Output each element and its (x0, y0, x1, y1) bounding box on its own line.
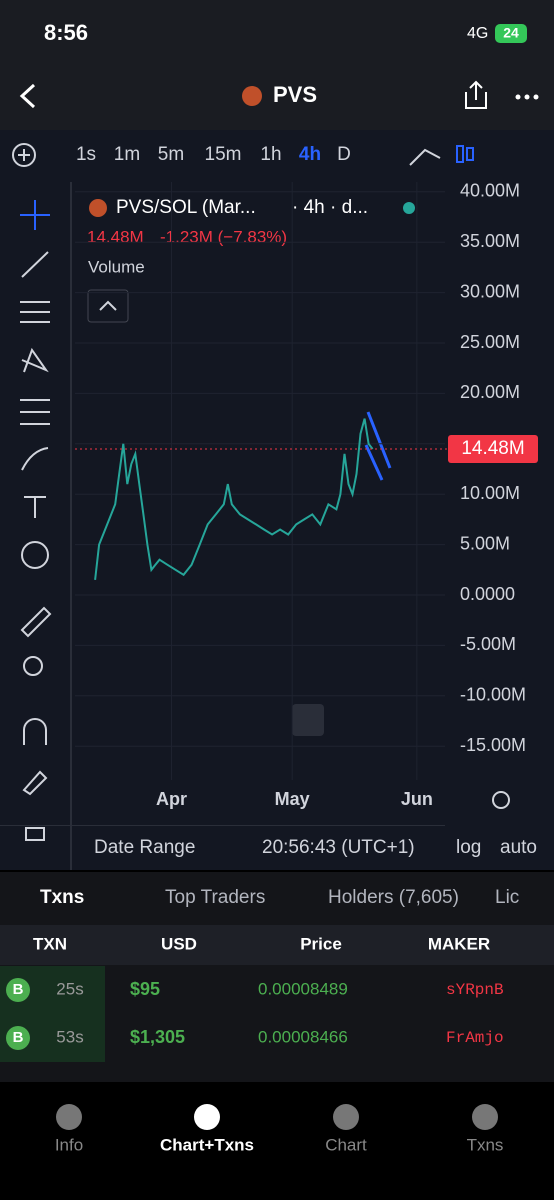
row-type: B (13, 981, 24, 998)
nav-label[interactable]: Info (55, 1135, 83, 1154)
nav-label[interactable]: Txns (467, 1135, 504, 1154)
reset[interactable] (292, 704, 324, 736)
column-header: Price (300, 934, 342, 953)
collapse[interactable] (87, 289, 129, 323)
add-plus (18, 149, 30, 161)
row-type: B (13, 1029, 24, 1046)
y-tick-label: 20.00M (460, 382, 520, 402)
column-header: TXN (33, 934, 67, 953)
row-age: 25s (56, 979, 83, 998)
interval[interactable]: 1h (260, 144, 281, 165)
auto-toggle[interactable]: auto (500, 837, 537, 858)
nav-label[interactable]: Chart+Txns (160, 1135, 254, 1154)
column-header: MAKER (428, 934, 490, 953)
back[interactable] (19, 83, 36, 109)
add[interactable] (12, 143, 36, 167)
nav-icon (194, 1104, 220, 1130)
settings[interactable] (492, 791, 510, 809)
interval[interactable]: D (337, 144, 351, 165)
more[interactable] (515, 94, 539, 100)
interval[interactable]: 1s (76, 144, 96, 165)
trend-drawing (364, 411, 392, 481)
tab[interactable]: Txns (40, 887, 84, 908)
nav-icon (333, 1104, 359, 1130)
last-price-tag (448, 435, 538, 464)
buy-badge (6, 978, 30, 1002)
nav-label[interactable]: Chart (325, 1135, 367, 1154)
candle-type2 (466, 147, 474, 161)
y-tick-label: -10.00M (460, 685, 526, 705)
row-age: 53s (56, 1027, 83, 1046)
legend-price: 14.48M (87, 227, 144, 246)
table-head-bg (0, 925, 554, 965)
x-tick-label: Jun (401, 789, 433, 809)
row-maker[interactable]: FrAmjo (446, 1029, 504, 1047)
price-line (94, 418, 374, 581)
y-tick-label: 30.00M (460, 281, 520, 301)
x-tick-label: May (275, 789, 310, 809)
candle-type[interactable] (456, 145, 464, 163)
nav-icon (472, 1104, 498, 1130)
row-maker[interactable]: sYRpnB (446, 981, 504, 999)
status-dot (403, 202, 415, 214)
y-tick-label: -5.00M (460, 634, 516, 654)
tab[interactable]: Top Traders (165, 887, 265, 908)
date-range[interactable]: Date Range (94, 837, 195, 858)
nav-icon (56, 1104, 82, 1130)
buy-badge (6, 1026, 30, 1050)
clock-utc: 20:56:43 (UTC+1) (262, 837, 415, 858)
y-tick-label: 5.00M (460, 533, 510, 553)
legend-logo (89, 199, 107, 217)
interval[interactable]: 15m (205, 144, 242, 165)
last-price-label: 14.48M (461, 438, 524, 459)
y-tick-label: 10.00M (460, 483, 520, 503)
y-tick-label: 25.00M (460, 332, 520, 352)
battery (495, 24, 527, 43)
line-type[interactable] (409, 148, 441, 166)
share[interactable] (465, 80, 487, 109)
tab[interactable]: Lic (495, 887, 519, 908)
tools (20, 200, 52, 841)
collapse-icon (99, 300, 117, 311)
legend-volume: Volume (88, 257, 145, 276)
y-tick-label: 0.0000 (460, 584, 515, 604)
row-price: 0.00008466 (258, 1027, 348, 1046)
tab[interactable]: Holders (7,605) (328, 887, 459, 908)
battery-level: 24 (503, 25, 519, 41)
network: 4G (467, 25, 488, 42)
interval[interactable]: 5m (158, 144, 184, 165)
y-tick-label: 40.00M (460, 181, 520, 201)
header-title: PVS (273, 82, 317, 107)
x-tick-label: Apr (156, 789, 187, 809)
column-header: USD (161, 934, 197, 953)
clock: 8:56 (44, 20, 88, 45)
legend-change: -1.23M (−7.83%) (160, 227, 287, 246)
y-tick-label: -15.00M (460, 735, 526, 755)
divider (70, 182, 72, 870)
legend-meta: · 4h · d... (292, 197, 368, 218)
nav-bg (0, 1082, 554, 1200)
top-bg (0, 0, 554, 130)
row-price: 0.00008489 (258, 979, 348, 998)
log-toggle[interactable]: log (456, 837, 481, 858)
row-usd: $1,305 (130, 1027, 185, 1047)
row-usd: $95 (130, 979, 160, 999)
interval[interactable]: 1m (114, 144, 140, 165)
token-logo (242, 86, 262, 106)
legend-symbol: PVS/SOL (Mar... (116, 197, 256, 218)
y-tick-label: 35.00M (460, 231, 520, 251)
sep (0, 825, 445, 826)
interval[interactable]: 4h (299, 144, 321, 165)
